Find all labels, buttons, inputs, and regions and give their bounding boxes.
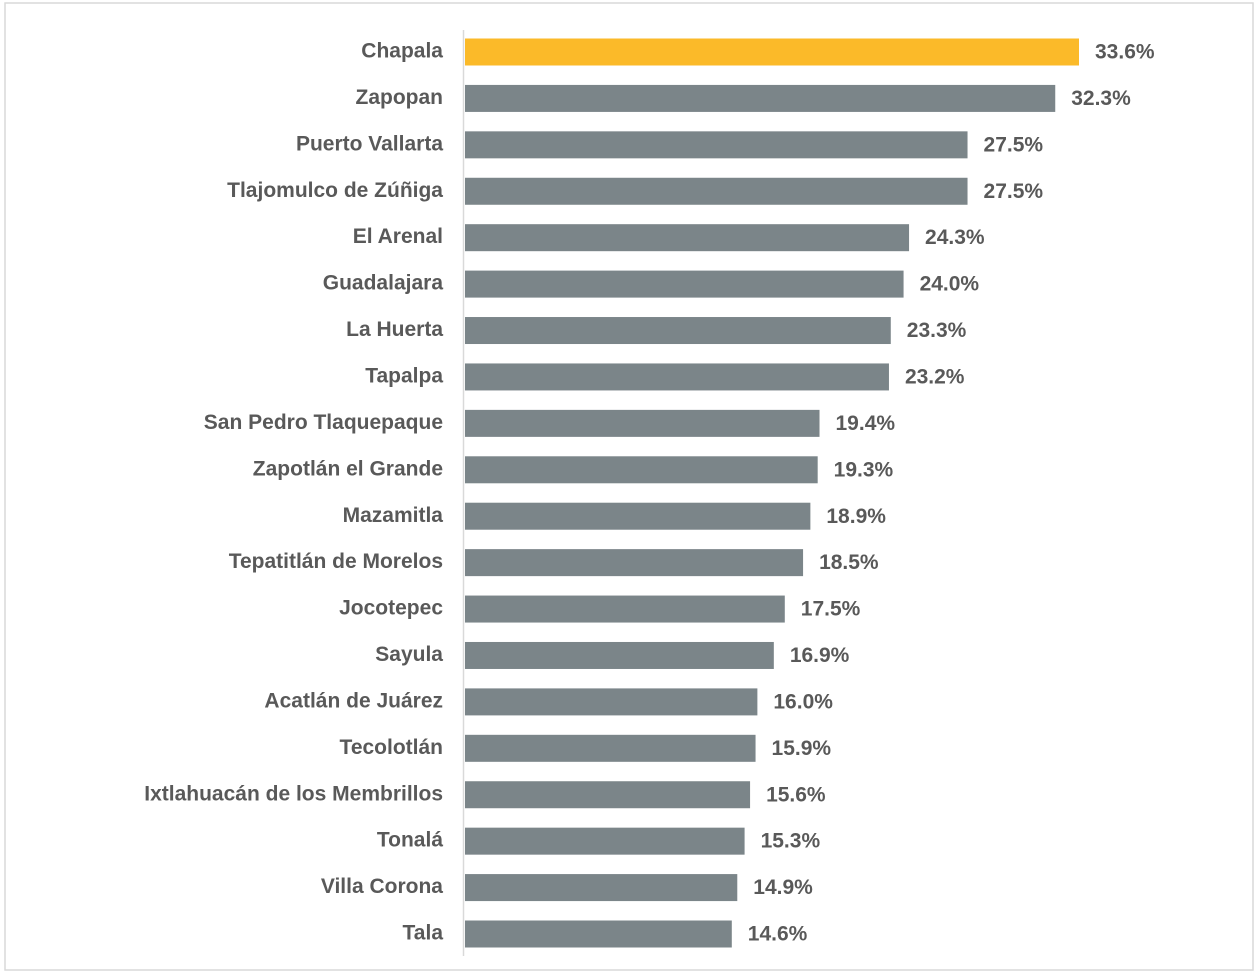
category-label: Puerto Vallarta — [296, 132, 443, 155]
bar — [465, 317, 891, 345]
bar — [465, 409, 820, 437]
value-label: 18.5% — [819, 551, 879, 574]
category-label: Sayula — [375, 643, 443, 666]
value-label: 32.3% — [1071, 87, 1131, 110]
value-label: 15.9% — [772, 737, 832, 760]
category-label: La Huerta — [346, 318, 443, 341]
bar — [465, 131, 968, 159]
bar — [465, 84, 1056, 112]
bar — [465, 688, 758, 716]
value-label: 17.5% — [801, 598, 861, 621]
bar — [465, 270, 904, 298]
category-label: Chapala — [361, 40, 443, 63]
bar — [465, 456, 818, 484]
bar — [465, 641, 774, 669]
category-label: Guadalajara — [323, 272, 444, 295]
category-label: Tlajomulco de Zúñiga — [227, 179, 443, 202]
bar — [465, 363, 889, 391]
category-label: Mazamitla — [343, 504, 444, 527]
bar — [465, 595, 785, 623]
value-label: 14.9% — [753, 876, 813, 899]
bar — [465, 224, 910, 252]
value-label: 24.0% — [920, 273, 980, 296]
value-label: 18.9% — [826, 505, 886, 528]
bar — [465, 502, 811, 530]
category-label: San Pedro Tlaquepaque — [204, 411, 443, 434]
category-label: Tapalpa — [365, 364, 443, 387]
value-label: 23.3% — [907, 319, 967, 342]
value-label: 23.2% — [905, 365, 965, 388]
value-label: 16.0% — [773, 690, 833, 713]
category-label: Jocotepec — [339, 597, 443, 620]
bar — [465, 549, 804, 577]
bar — [465, 781, 751, 809]
value-label: 19.3% — [834, 458, 894, 481]
category-label: Zapotlán el Grande — [253, 457, 443, 480]
value-label: 27.5% — [984, 133, 1044, 156]
bar — [465, 177, 968, 205]
bar — [465, 827, 745, 855]
bar — [465, 38, 1079, 66]
category-label: Tonalá — [377, 829, 443, 852]
category-label: Villa Corona — [321, 875, 443, 898]
chart-frame — [4, 2, 1254, 971]
value-label: 15.3% — [761, 830, 821, 853]
value-label: 16.9% — [790, 644, 850, 667]
value-label: 24.3% — [925, 226, 985, 249]
bar — [465, 874, 738, 902]
value-label: 19.4% — [836, 412, 896, 435]
category-label: Tepatitlán de Morelos — [229, 550, 443, 573]
bar — [465, 734, 756, 762]
value-label: 33.6% — [1095, 41, 1155, 64]
category-label: Tala — [403, 922, 444, 945]
value-label: 27.5% — [984, 180, 1044, 203]
category-label: Tecolotlán — [340, 736, 443, 759]
category-label: El Arenal — [353, 225, 443, 248]
category-label: Ixtlahuacán de los Membrillos — [144, 782, 443, 805]
value-label: 15.6% — [766, 783, 826, 806]
category-label: Acatlán de Juárez — [264, 689, 443, 712]
bar — [465, 920, 732, 948]
category-label: Zapopan — [356, 86, 444, 109]
value-label: 14.6% — [748, 923, 808, 946]
